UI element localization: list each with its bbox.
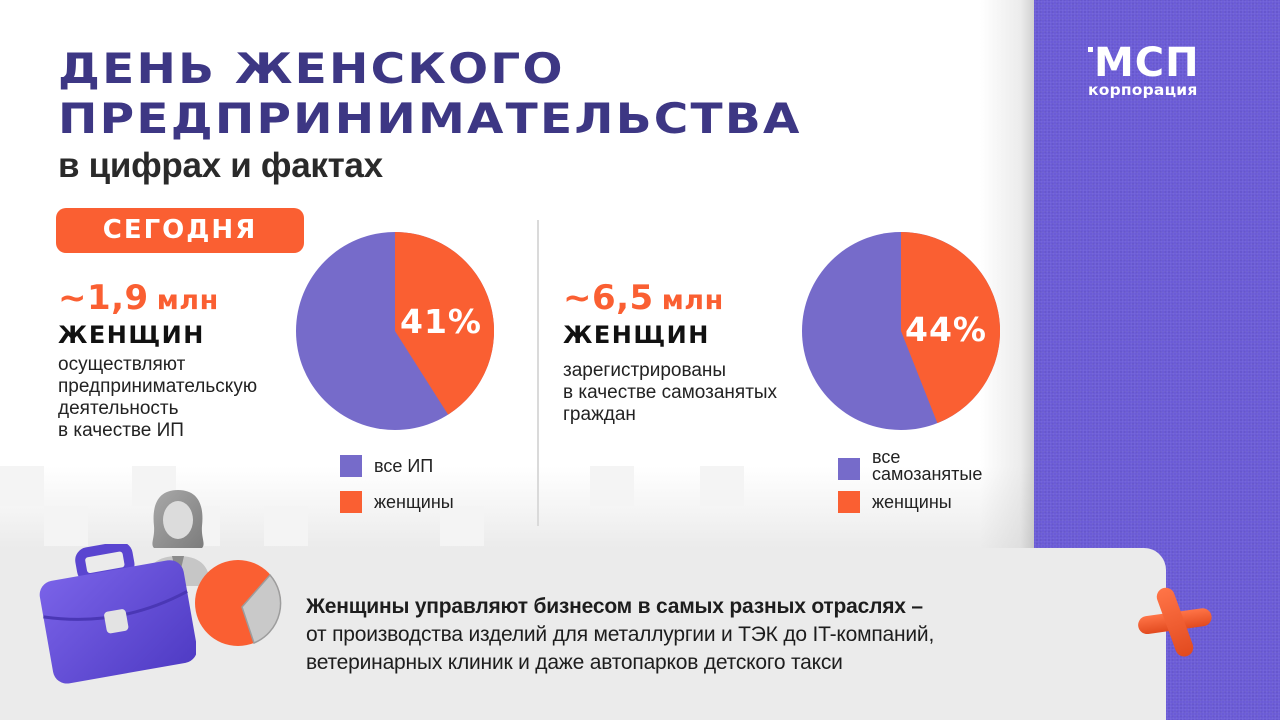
legend-swatch-purple	[838, 458, 860, 480]
page-title-line-1: ДЕНЬ ЖЕНСКОГО	[58, 44, 565, 93]
footer-lead: Женщины управляют бизнесом в самых разны…	[306, 595, 923, 618]
desc-line: зарегистрированы	[563, 360, 727, 381]
section-divider	[537, 220, 539, 526]
checker-tile	[700, 466, 744, 506]
desc-line: граждан	[563, 404, 636, 425]
stat-2-description: зарегистрированы в качестве самозанятых …	[563, 360, 777, 426]
desc-line: предпринимательскую	[58, 376, 258, 397]
today-badge: СЕГОДНЯ	[56, 208, 304, 253]
desc-line: в качестве ИП	[58, 420, 184, 441]
logo-subtitle: корпорация	[1088, 81, 1198, 99]
desc-line: в качестве самозанятых	[563, 382, 778, 403]
footer-line: ветеринарных клиник и даже автопарков де…	[306, 651, 843, 674]
pie-chart-self-employed	[802, 232, 1000, 430]
checker-tile	[264, 506, 308, 546]
legend-swatch-orange	[340, 491, 362, 513]
checker-tile	[440, 506, 484, 546]
stat-1-unit: млн	[156, 285, 219, 316]
stat-2-value: ~6,5	[563, 278, 654, 318]
checker-tile	[590, 466, 634, 506]
desc-line: осуществляют	[58, 354, 186, 375]
checker-tile	[44, 506, 88, 546]
stat-2-number: ~6,5 млн	[563, 278, 724, 318]
stat-1-description: осуществляют предпринимательскую деятель…	[58, 354, 257, 442]
legend-item-women: женщины	[340, 491, 454, 513]
pie-chart-ip	[296, 232, 494, 430]
desc-line: деятельность	[58, 398, 179, 419]
pie-2-percent-label: 44%	[905, 310, 987, 349]
legend-item-all-ip: все ИП	[340, 455, 433, 477]
checker-tile	[0, 466, 44, 506]
plus-decoration-icon	[1138, 587, 1212, 657]
footer-text: Женщины управляют бизнесом в самых разны…	[306, 593, 934, 677]
stat-1-value: ~1,9	[58, 278, 149, 318]
stat-1-label: ЖЕНЩИН	[58, 321, 205, 349]
legend-label: женщины	[872, 491, 952, 512]
legend-swatch-orange	[838, 491, 860, 513]
legend-item-all-self-employed: все самозанятые	[838, 448, 982, 483]
logo-mark: МСП	[1088, 43, 1228, 83]
stat-2-unit: млн	[661, 285, 724, 316]
page-subtitle: в цифрах и фактах	[58, 146, 383, 185]
pie-slice-women	[395, 232, 494, 415]
pie-1-percent-label: 41%	[400, 302, 482, 341]
stat-2-label: ЖЕНЩИН	[563, 321, 710, 349]
pie-chart-3d-icon	[195, 560, 282, 646]
msp-logo: МСП корпорация	[1088, 43, 1228, 99]
page-title-line-2: ПРЕДПРИНИМАТЕЛЬСТВА	[58, 94, 802, 143]
stat-1-number: ~1,9 млн	[58, 278, 219, 318]
footer-line: от производства изделий для металлургии …	[306, 623, 935, 646]
legend-label: все самозанятые	[872, 447, 983, 484]
legend-item-women: женщины	[838, 491, 952, 513]
legend-swatch-purple	[340, 455, 362, 477]
legend-label: женщины	[374, 491, 454, 512]
pie-slice-women	[901, 232, 1000, 424]
panel-shadow	[980, 0, 1034, 548]
briefcase-icon	[39, 544, 196, 684]
legend-label: все ИП	[374, 455, 434, 476]
